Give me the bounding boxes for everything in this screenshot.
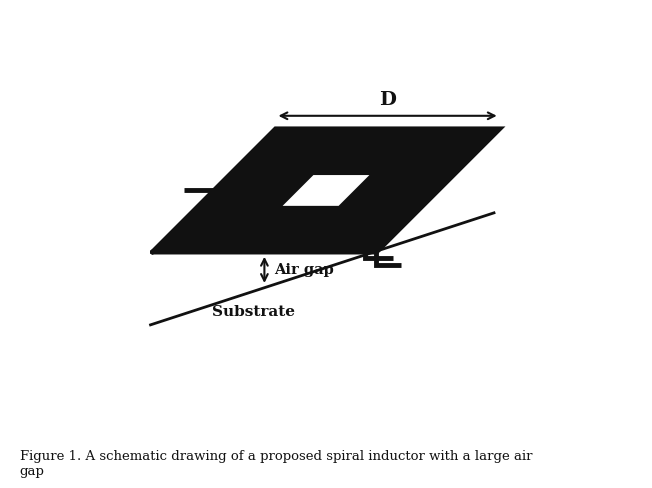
- Text: Air gap: Air gap: [274, 263, 333, 277]
- Polygon shape: [228, 156, 424, 225]
- PathPatch shape: [228, 156, 424, 225]
- PathPatch shape: [193, 143, 459, 238]
- Polygon shape: [268, 170, 384, 211]
- Polygon shape: [193, 143, 459, 238]
- Polygon shape: [153, 129, 499, 252]
- Text: Substrate: Substrate: [212, 305, 295, 319]
- PathPatch shape: [153, 129, 499, 252]
- Text: Figure 1. A schematic drawing of a proposed spiral inductor with a large air
gap: Figure 1. A schematic drawing of a propo…: [20, 450, 532, 478]
- Text: d: d: [319, 163, 333, 181]
- Polygon shape: [282, 175, 370, 206]
- Text: D: D: [379, 91, 396, 109]
